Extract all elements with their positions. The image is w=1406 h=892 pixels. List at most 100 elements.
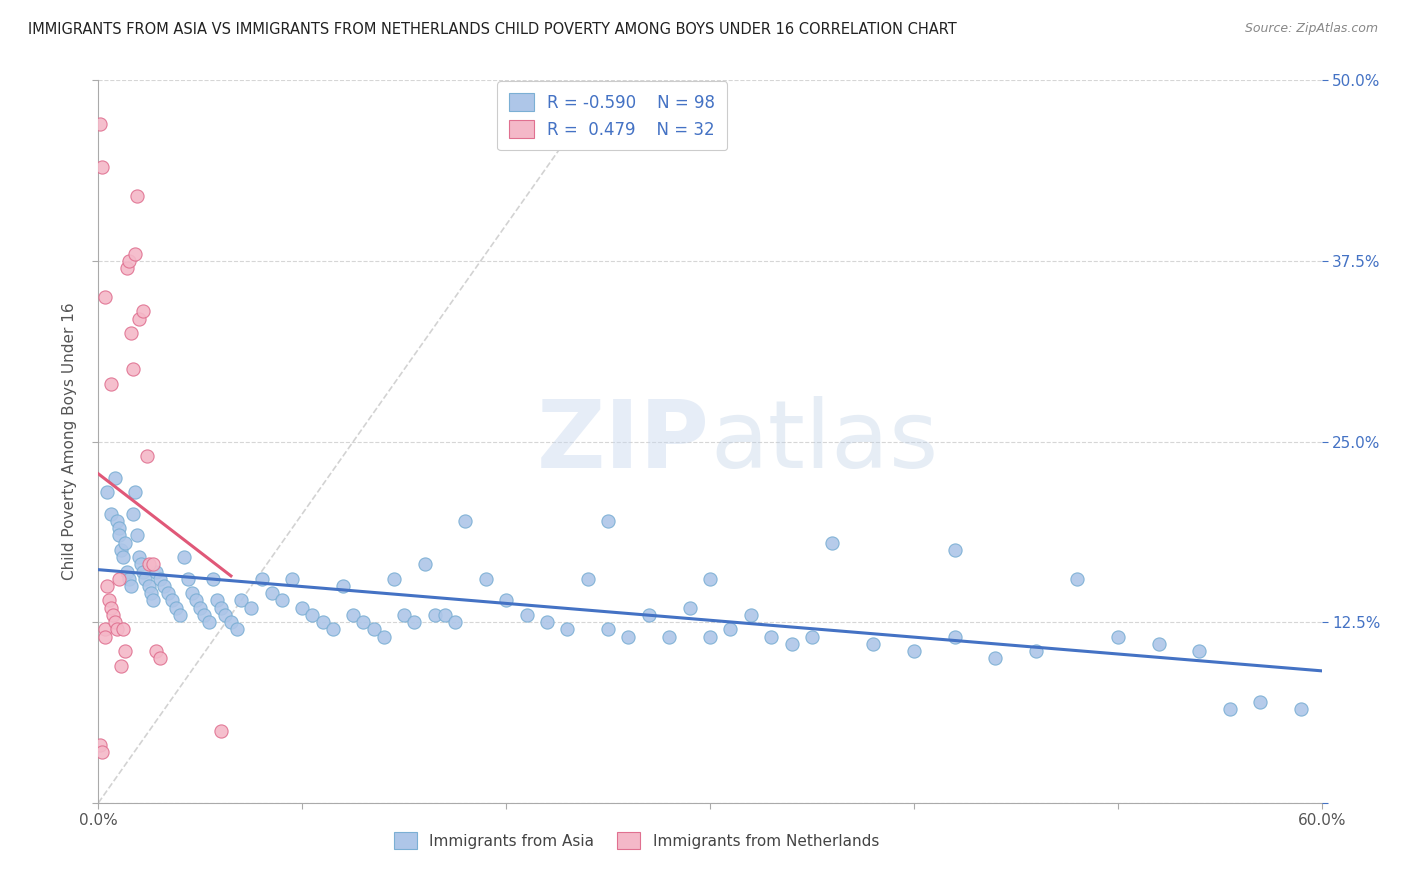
Point (801, 630, 824, 644)
Point (128, 550, 150, 565)
Point (658, 630, 681, 644)
Point (281, 572, 304, 586)
Point (474, 572, 498, 586)
Point (104, 470, 127, 484)
Point (105, 514, 128, 528)
Point (444, 615, 467, 630)
Point (637, 607, 661, 622)
Point (115, 565, 138, 579)
Point (142, 558, 165, 572)
Point (142, 593, 165, 607)
Point (1066, 572, 1088, 586)
Point (152, 579, 174, 593)
Point (301, 607, 323, 622)
Point (226, 623, 249, 637)
Point (149, 572, 172, 586)
Point (193, 607, 215, 622)
Point (516, 607, 538, 622)
Point (93, 290, 115, 304)
Point (1025, 644, 1047, 658)
Point (780, 637, 803, 651)
Point (93, 623, 115, 637)
Point (104, 615, 127, 630)
Text: atlas: atlas (710, 395, 938, 488)
Point (231, 593, 253, 607)
Point (160, 593, 183, 607)
Point (93, 630, 115, 644)
Point (127, 189, 149, 203)
Point (101, 607, 124, 622)
Point (136, 449, 159, 463)
Point (413, 558, 436, 572)
Point (89, 738, 111, 752)
Y-axis label: Child Poverty Among Boys Under 16: Child Poverty Among Boys Under 16 (62, 302, 77, 581)
Point (214, 607, 236, 622)
Point (454, 514, 477, 528)
Text: Source: ZipAtlas.com: Source: ZipAtlas.com (1244, 22, 1378, 36)
Point (127, 528, 149, 542)
Point (115, 261, 138, 276)
Point (138, 558, 160, 572)
Point (699, 630, 721, 644)
Point (862, 637, 884, 651)
Point (100, 600, 122, 615)
Point (332, 579, 354, 593)
Point (114, 535, 136, 549)
Point (91, 160, 114, 174)
Point (201, 572, 224, 586)
Point (1219, 702, 1241, 716)
Point (617, 630, 640, 644)
Point (138, 579, 160, 593)
Legend: Immigrants from Asia, Immigrants from Netherlands: Immigrants from Asia, Immigrants from Ne… (387, 824, 887, 856)
Point (111, 623, 134, 637)
Point (110, 658, 132, 673)
Point (598, 623, 620, 637)
Point (124, 485, 146, 500)
Point (177, 572, 200, 586)
Point (118, 253, 141, 268)
Point (186, 593, 208, 607)
Point (984, 651, 1007, 665)
Point (342, 607, 364, 622)
Point (903, 644, 925, 658)
Point (149, 651, 172, 665)
Point (434, 607, 457, 622)
Point (363, 623, 385, 637)
Point (145, 644, 167, 658)
Point (392, 607, 416, 622)
Point (132, 304, 155, 318)
Point (943, 542, 966, 557)
Point (105, 623, 128, 637)
Point (1291, 702, 1313, 716)
Point (312, 615, 335, 630)
Point (404, 615, 426, 630)
Point (173, 550, 195, 565)
Point (96, 579, 118, 593)
Point (495, 593, 517, 607)
Point (322, 623, 344, 637)
Point (699, 572, 721, 586)
Point (156, 586, 179, 600)
Point (124, 246, 146, 260)
Point (114, 644, 136, 658)
Text: IMMIGRANTS FROM ASIA VS IMMIGRANTS FROM NETHERLANDS CHILD POVERTY AMONG BOYS UND: IMMIGRANTS FROM ASIA VS IMMIGRANTS FROM … (28, 22, 957, 37)
Point (260, 586, 283, 600)
Point (89, 117, 111, 131)
Point (679, 600, 702, 615)
Point (240, 600, 263, 615)
Text: ZIP: ZIP (537, 395, 710, 488)
Point (145, 565, 167, 579)
Point (718, 623, 742, 637)
Point (1188, 644, 1211, 658)
Point (598, 514, 620, 528)
Point (128, 311, 150, 326)
Point (97, 593, 120, 607)
Point (169, 607, 191, 622)
Point (129, 558, 152, 572)
Point (205, 593, 228, 607)
Point (108, 528, 131, 542)
Point (120, 579, 142, 593)
Point (352, 615, 374, 630)
Point (91, 745, 114, 759)
Point (209, 600, 232, 615)
